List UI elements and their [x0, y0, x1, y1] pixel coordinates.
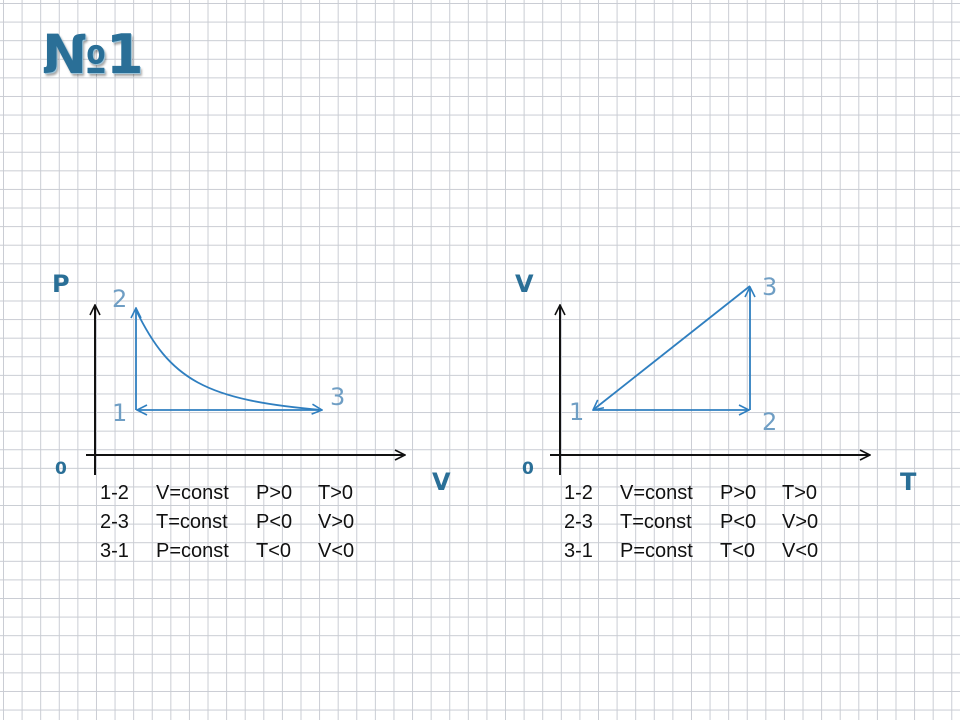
- vt-legend-sign2: V>0: [782, 511, 819, 533]
- pv-y-axis-label: P: [52, 270, 70, 298]
- pv-legend-row: 3-1 P=const T<0 V<0: [100, 537, 354, 566]
- pv-legend-sign1: T<0: [256, 540, 292, 562]
- pv-legend-process: 1-2: [100, 482, 129, 504]
- vt-point-1-label: 1: [569, 398, 584, 426]
- vt-legend-sign2: T>0: [782, 482, 818, 504]
- vt-legend-condition: V=const: [620, 482, 693, 504]
- pv-point-3-label: 3: [330, 383, 345, 411]
- vt-legend-sign2: V<0: [782, 540, 819, 562]
- pv-origin-label: 0: [55, 459, 67, 479]
- vt-legend-condition: P=const: [620, 540, 693, 562]
- vt-origin-label: 0: [522, 459, 534, 479]
- vt-legend-process: 3-1: [564, 540, 593, 562]
- slide-title: №1: [42, 23, 144, 86]
- pv-legend-condition: P=const: [156, 540, 229, 562]
- vt-legend-row: 3-1 P=const T<0 V<0: [564, 537, 818, 566]
- vt-legend-row: 1-2 V=const P>0 T>0: [564, 479, 818, 508]
- pv-legend-sign1: P>0: [256, 482, 293, 504]
- vt-point-3-label: 3: [762, 273, 777, 301]
- vt-legend-row: 2-3 T=const P<0 V>0: [564, 508, 818, 537]
- vt-legend-sign1: P>0: [720, 482, 757, 504]
- pv-x-axis-label: V: [432, 468, 451, 496]
- pv-process-2-3: [135, 309, 322, 410]
- vt-legend-process: 2-3: [564, 511, 593, 533]
- vt-legend-sign1: T<0: [720, 540, 756, 562]
- vt-x-axis-label: T: [900, 468, 917, 496]
- vt-graph: V T 0 1 2 3: [515, 270, 917, 496]
- pv-legend-row: 1-2 V=const P>0 T>0: [100, 479, 354, 508]
- pv-point-2-label: 2: [112, 285, 127, 313]
- pv-legend-sign2: V>0: [318, 511, 355, 533]
- pv-legend-row: 2-3 T=const P<0 V>0: [100, 508, 354, 537]
- pv-process-legend: 1-2 V=const P>0 T>0 2-3 T=const P<0 V>0 3-1 P=c…: [100, 479, 354, 566]
- vt-legend-process: 1-2: [564, 482, 593, 504]
- vt-legend-sign1: P<0: [720, 511, 757, 533]
- pv-legend-sign2: V<0: [318, 540, 355, 562]
- vt-point-2-label: 2: [762, 408, 777, 436]
- pv-legend-process: 2-3: [100, 511, 129, 533]
- pv-legend-condition: V=const: [156, 482, 229, 504]
- vt-legend-condition: T=const: [620, 511, 692, 533]
- pv-legend-process: 3-1: [100, 540, 129, 562]
- pv-legend-sign1: P<0: [256, 511, 293, 533]
- vt-y-axis-label: V: [515, 270, 534, 298]
- pv-legend-sign2: T>0: [318, 482, 354, 504]
- vt-process-3-1: [593, 285, 751, 410]
- pv-legend-condition: T=const: [156, 511, 228, 533]
- vt-process-legend: 1-2 V=const P>0 T>0 2-3 T=const P<0 V>0 3-1 P=c…: [564, 479, 818, 566]
- pv-point-1-label: 1: [112, 399, 127, 427]
- pv-graph: P V 0 1 2 3: [52, 270, 451, 496]
